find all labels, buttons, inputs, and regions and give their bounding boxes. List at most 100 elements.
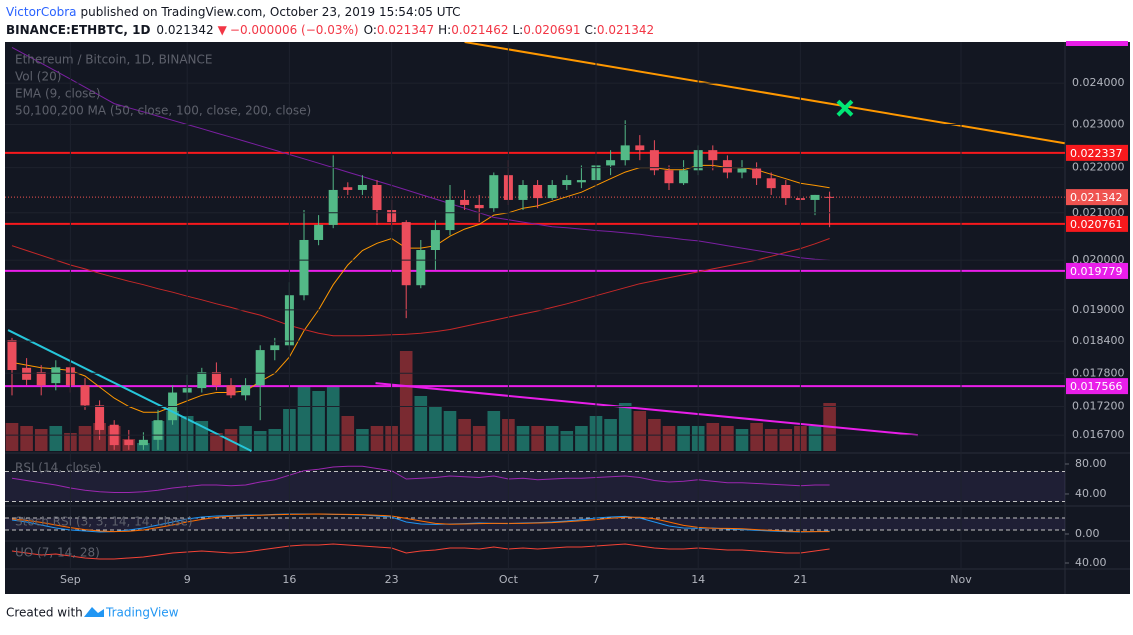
y-tick-label: 0.019000: [1072, 303, 1125, 316]
high-label: H:: [438, 23, 451, 37]
indicator-line: [11, 46, 830, 261]
trend-line: [7, 329, 252, 452]
low-label: L:: [512, 23, 523, 37]
publish-line: VictorCobra published on TradingView.com,…: [6, 5, 461, 19]
candle-body: [649, 150, 659, 171]
candle-body: [416, 250, 426, 286]
volume-bar: [414, 396, 428, 451]
published: published on TradingView.com, October 23…: [80, 5, 460, 19]
price-tag: [1066, 189, 1128, 206]
symbol: BINANCE:ETHBTC, 1D: [6, 23, 150, 37]
volume-bar: [210, 433, 223, 451]
x-marker: [836, 99, 854, 117]
y-tick-label: 0.018400: [1072, 334, 1125, 347]
trend-line: [375, 382, 919, 437]
candle-body: [489, 175, 499, 209]
candle-body: [270, 345, 280, 351]
candle-body: [460, 199, 470, 205]
footer-text: Created with: [6, 606, 83, 620]
panel-title: UO (7, 14, 28): [15, 546, 100, 560]
plot-layer: Sep 9 16 23 Oct 7 14 21 Nov 0.024000 0.023000 0.022…: [5, 42, 1128, 586]
volume-bar: [297, 386, 311, 451]
candle-body: [95, 405, 105, 430]
price-tag-label: 0.021342: [1070, 191, 1123, 204]
x-tick-label: Sep: [60, 573, 81, 586]
volume-bar: [341, 416, 355, 451]
candle-body: [518, 184, 528, 200]
candle-body: [576, 180, 586, 183]
low-value: 0.020691: [523, 23, 580, 37]
price-tag: [1066, 215, 1128, 232]
volume-bar: [750, 423, 763, 451]
volume-bar: [166, 411, 179, 451]
y-tick-label: 0.017800: [1072, 366, 1125, 379]
candle-body: [357, 184, 367, 190]
candle-body: [211, 372, 221, 386]
x-tick-label: 7: [593, 573, 600, 586]
volume-bar: [399, 351, 413, 451]
volume-bar: [429, 406, 442, 451]
indicator-label: EMA (9, close): [15, 87, 101, 101]
close-value: 0.021342: [597, 23, 654, 37]
y-tick-label: 0.024000: [1072, 76, 1125, 89]
trend-line: [464, 42, 1065, 145]
volume-bar: [575, 426, 588, 451]
price-tag-label: 0.020761: [1070, 218, 1123, 231]
volume-bar: [808, 426, 822, 451]
candle-body: [401, 222, 411, 286]
indicator-label: 50,100,200 MA (50, close, 100, close, 20…: [15, 104, 311, 118]
volume-bar: [5, 423, 19, 451]
price-tag: [1066, 378, 1128, 395]
volume-bar: [633, 411, 647, 451]
brand-name[interactable]: TradingView: [105, 606, 179, 620]
panel-title: Stoch RSI (3, 3, 14, 14, close): [15, 515, 193, 529]
candle-body: [255, 350, 265, 386]
candle-body: [299, 239, 309, 296]
volume-bar: [516, 426, 530, 451]
volume-bar: [721, 426, 734, 451]
volume-bar: [560, 431, 574, 451]
price-tag-label: 0.022337: [1070, 147, 1123, 160]
candle-body: [22, 367, 32, 380]
y-tick-label: 80.00: [1075, 457, 1107, 470]
candle-body: [226, 385, 236, 396]
x-tick-label: 16: [282, 573, 296, 586]
candle-body: [153, 420, 163, 440]
candle-body: [679, 170, 689, 184]
candle-body: [620, 145, 630, 161]
y-tick-label: 0.023000: [1072, 117, 1125, 130]
band-fill: [5, 471, 1065, 502]
y-tick-label: 0.017200: [1072, 400, 1125, 413]
candle-body: [781, 184, 791, 199]
candle-body: [124, 439, 134, 446]
volume-bar: [20, 426, 33, 451]
candle-body: [825, 196, 835, 198]
candle-body: [606, 160, 616, 166]
volume-bar: [312, 391, 325, 451]
volume-bar: [764, 429, 778, 451]
volume-bar: [253, 431, 267, 451]
x-tick-label: 21: [793, 573, 807, 586]
price-tag: [1066, 144, 1128, 161]
candle-body: [430, 230, 440, 251]
y-tick-label: 0.022000: [1072, 161, 1125, 174]
price-tag-label: 0.017566: [1070, 380, 1123, 393]
volume-bar: [618, 403, 632, 451]
candle-body: [474, 204, 484, 209]
candle-body: [810, 194, 820, 200]
volume-bar: [268, 429, 282, 451]
volume-bar: [735, 429, 749, 451]
change: −0.000006 (−0.03%): [230, 23, 359, 37]
indicator-line: [11, 513, 830, 533]
chart-title: Ethereum / Bitcoin, 1D, BINANCE: [15, 53, 212, 67]
y-tick-label: 0.016700: [1072, 428, 1125, 441]
y-tick-label: 0.00: [1075, 527, 1100, 540]
candle-body: [7, 340, 17, 370]
brand-logo: [84, 607, 104, 617]
author[interactable]: VictorCobra: [6, 5, 76, 19]
candle-body: [36, 372, 46, 386]
volume-bar: [443, 411, 457, 451]
volume-bar: [472, 426, 486, 451]
